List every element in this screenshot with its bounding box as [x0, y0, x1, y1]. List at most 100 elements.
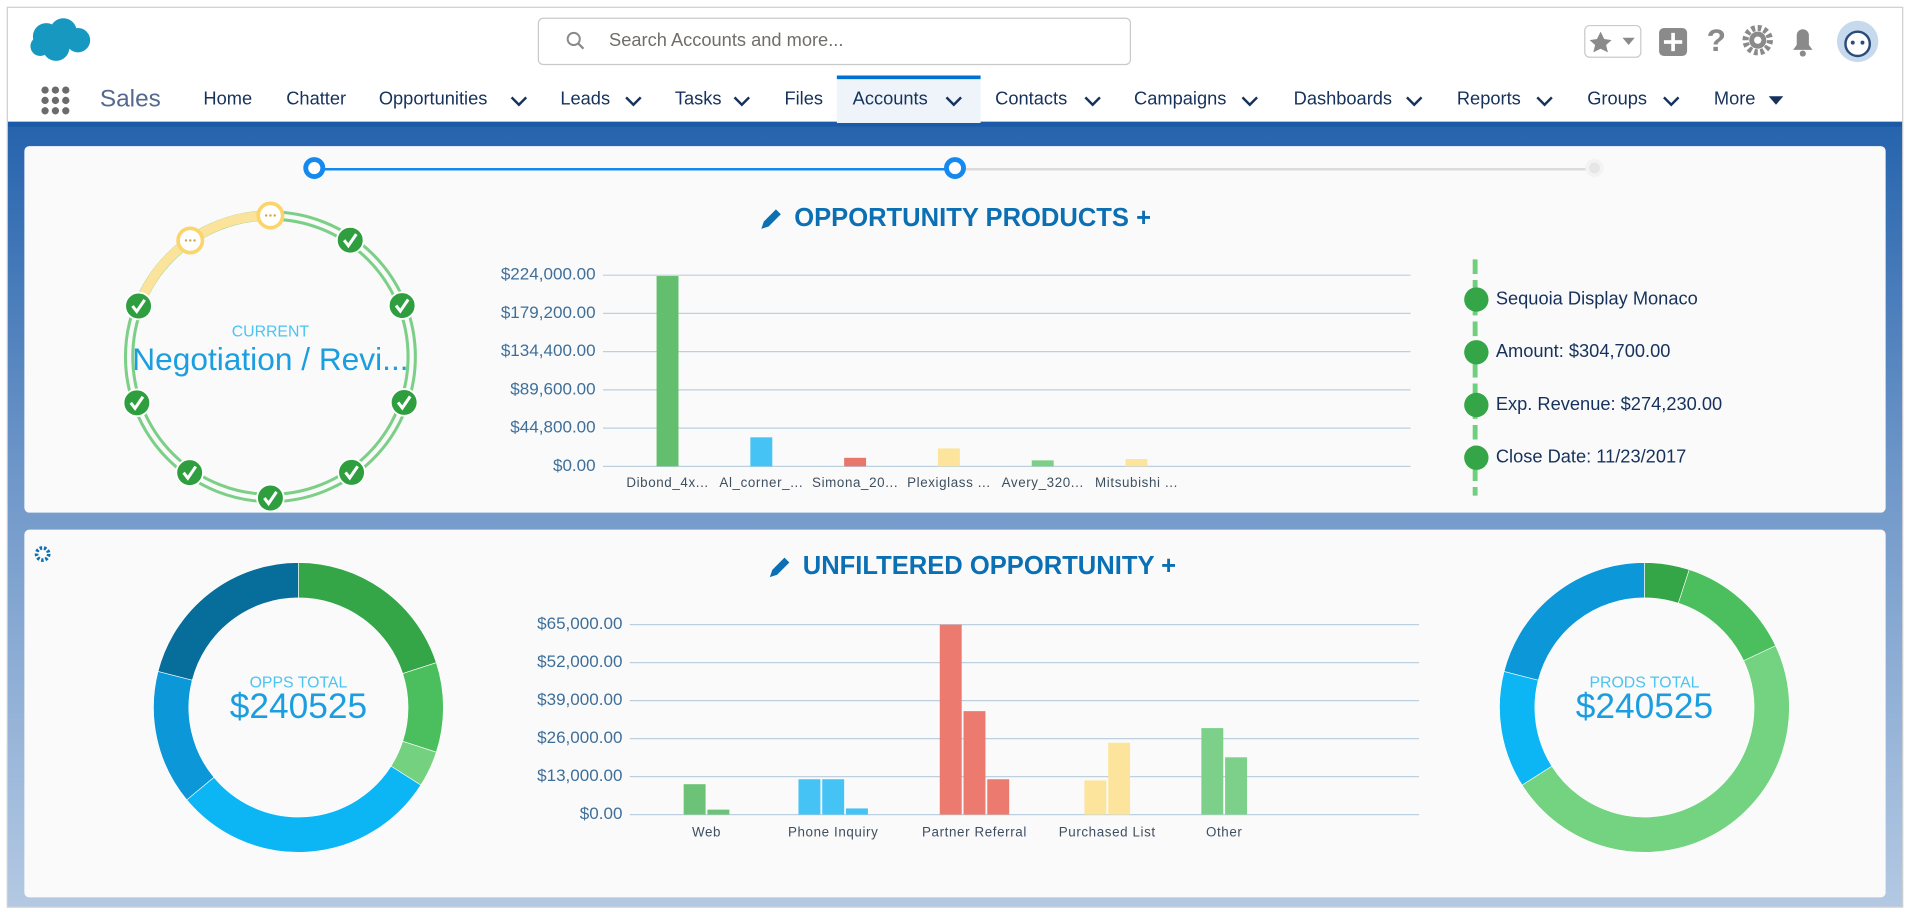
nav-item[interactable]: Dashboards	[1294, 88, 1423, 109]
bar[interactable]	[798, 779, 821, 815]
donut-segment[interactable]	[1521, 645, 1790, 853]
help-button[interactable]: ?	[1707, 22, 1726, 58]
bar[interactable]	[750, 437, 773, 467]
x-tick-label: Phone Inquiry	[788, 824, 878, 839]
nav-label: Groups	[1587, 88, 1647, 109]
settings-button[interactable]	[34, 546, 51, 562]
bar[interactable]	[939, 624, 962, 815]
nav-item[interactable]: Groups	[1587, 88, 1680, 109]
stage-marker[interactable]	[335, 225, 365, 255]
launcher-dot	[51, 96, 60, 105]
new-button[interactable]	[1659, 28, 1688, 57]
bar[interactable]	[845, 808, 868, 815]
charts: OPPORTUNITY PRODUCTS + $0.00 $44,800.00 $89…	[153, 204, 1790, 853]
bar[interactable]	[937, 448, 960, 467]
y-tick-label: $52,000.00	[537, 652, 622, 671]
details-text: Amount: $304,700.00	[1496, 340, 1671, 361]
nav-item[interactable]: Tasks	[675, 88, 751, 109]
stage-circle	[387, 291, 417, 320]
avatar[interactable]	[1836, 20, 1879, 63]
bar[interactable]	[1225, 757, 1248, 815]
nav-label: Accounts	[853, 88, 928, 109]
setup-button[interactable]	[1742, 24, 1773, 56]
pencil-icon	[761, 209, 781, 229]
bar[interactable]	[1108, 742, 1131, 815]
nav-item[interactable]: Home	[203, 88, 252, 109]
notifications-button[interactable]	[1793, 29, 1813, 57]
nav-item[interactable]: Accounts	[836, 75, 981, 123]
details-text: Close Date: 11/23/2017	[1496, 446, 1686, 467]
bar[interactable]	[963, 711, 986, 815]
search-placeholder: Search Accounts and more...	[609, 29, 843, 50]
donut-segment[interactable]	[157, 562, 299, 681]
bar[interactable]	[844, 457, 867, 467]
donut-chart: OPPS TOTAL$240525	[153, 562, 444, 853]
current-label: CURRENT	[232, 324, 310, 341]
chart-title[interactable]: UNFILTERED OPPORTUNITY +	[769, 552, 1176, 580]
bar[interactable]	[656, 276, 679, 467]
nav-item[interactable]: Files	[784, 88, 823, 109]
nav-item[interactable]: More	[1714, 88, 1784, 109]
nav-label: Opportunities	[379, 88, 488, 109]
x-tick-label: Plexiglass ...	[907, 475, 991, 490]
y-tick-label: $26,000.00	[537, 728, 622, 747]
bar[interactable]	[1125, 459, 1148, 467]
stage-marker[interactable]	[337, 458, 366, 487]
stage-marker[interactable]	[256, 483, 285, 513]
nav-item[interactable]: Opportunities	[379, 88, 528, 109]
chart-title[interactable]: OPPORTUNITY PRODUCTS +	[761, 204, 1151, 232]
app-launcher[interactable]	[41, 86, 70, 115]
nav-item[interactable]: Chatter	[286, 88, 346, 109]
nav-dropdown	[1084, 96, 1101, 107]
y-tick-label: $179,200.00	[501, 303, 596, 322]
stage-dot	[269, 214, 272, 217]
bar[interactable]	[1084, 780, 1107, 815]
launcher-dot	[51, 86, 60, 94]
bar[interactable]	[987, 779, 1010, 815]
bar[interactable]	[822, 779, 845, 815]
nav-dropdown	[1663, 96, 1680, 107]
nav-item[interactable]: Campaigns	[1134, 88, 1258, 109]
favorites-button[interactable]	[1584, 24, 1642, 58]
stage-marker[interactable]	[389, 388, 419, 417]
stage-check	[396, 395, 412, 411]
stage-circle	[256, 483, 285, 513]
stage-ring	[122, 201, 419, 513]
nav-dropdown	[1768, 96, 1784, 105]
bar[interactable]	[683, 784, 706, 815]
progress-step[interactable]	[303, 157, 326, 179]
bar[interactable]	[1031, 460, 1054, 467]
logo[interactable]	[30, 18, 91, 61]
app-name: Sales	[100, 85, 161, 112]
stage-dot	[189, 239, 192, 242]
launcher-dot	[41, 86, 49, 94]
stage-marker[interactable]	[122, 388, 152, 418]
donut-segment[interactable]	[1503, 562, 1645, 681]
launcher-dot	[62, 96, 70, 105]
nav-label: More	[1714, 88, 1756, 109]
stage-dot	[264, 214, 268, 217]
details-list: Sequoia Display Monaco Amount: $304,700.0…	[1464, 287, 1722, 470]
nav-item[interactable]: Leads	[560, 88, 642, 109]
launcher-dot	[62, 107, 70, 115]
bar[interactable]	[1201, 728, 1224, 815]
search-box[interactable]: Search Accounts and more...	[537, 17, 1132, 66]
details-dot	[1464, 340, 1489, 365]
nav-item[interactable]: Contacts	[995, 88, 1101, 109]
stage-marker[interactable]	[256, 201, 285, 230]
stage-marker[interactable]	[387, 291, 417, 320]
stage-check	[344, 465, 359, 481]
bar[interactable]	[707, 809, 730, 815]
nav-item[interactable]: Reports	[1457, 88, 1553, 109]
progress-step[interactable]	[944, 157, 966, 179]
stage-marker[interactable]	[175, 458, 204, 487]
panel	[24, 146, 1886, 513]
stage-circle	[335, 225, 365, 255]
donut-segment[interactable]	[402, 662, 444, 753]
nav-dropdown	[1536, 96, 1553, 107]
progress-step[interactable]	[1585, 158, 1604, 178]
stage-marker[interactable]	[124, 291, 153, 321]
stage-circle	[122, 388, 152, 418]
stage-marker[interactable]	[176, 226, 205, 255]
y-tick-label: $0.00	[580, 804, 623, 823]
